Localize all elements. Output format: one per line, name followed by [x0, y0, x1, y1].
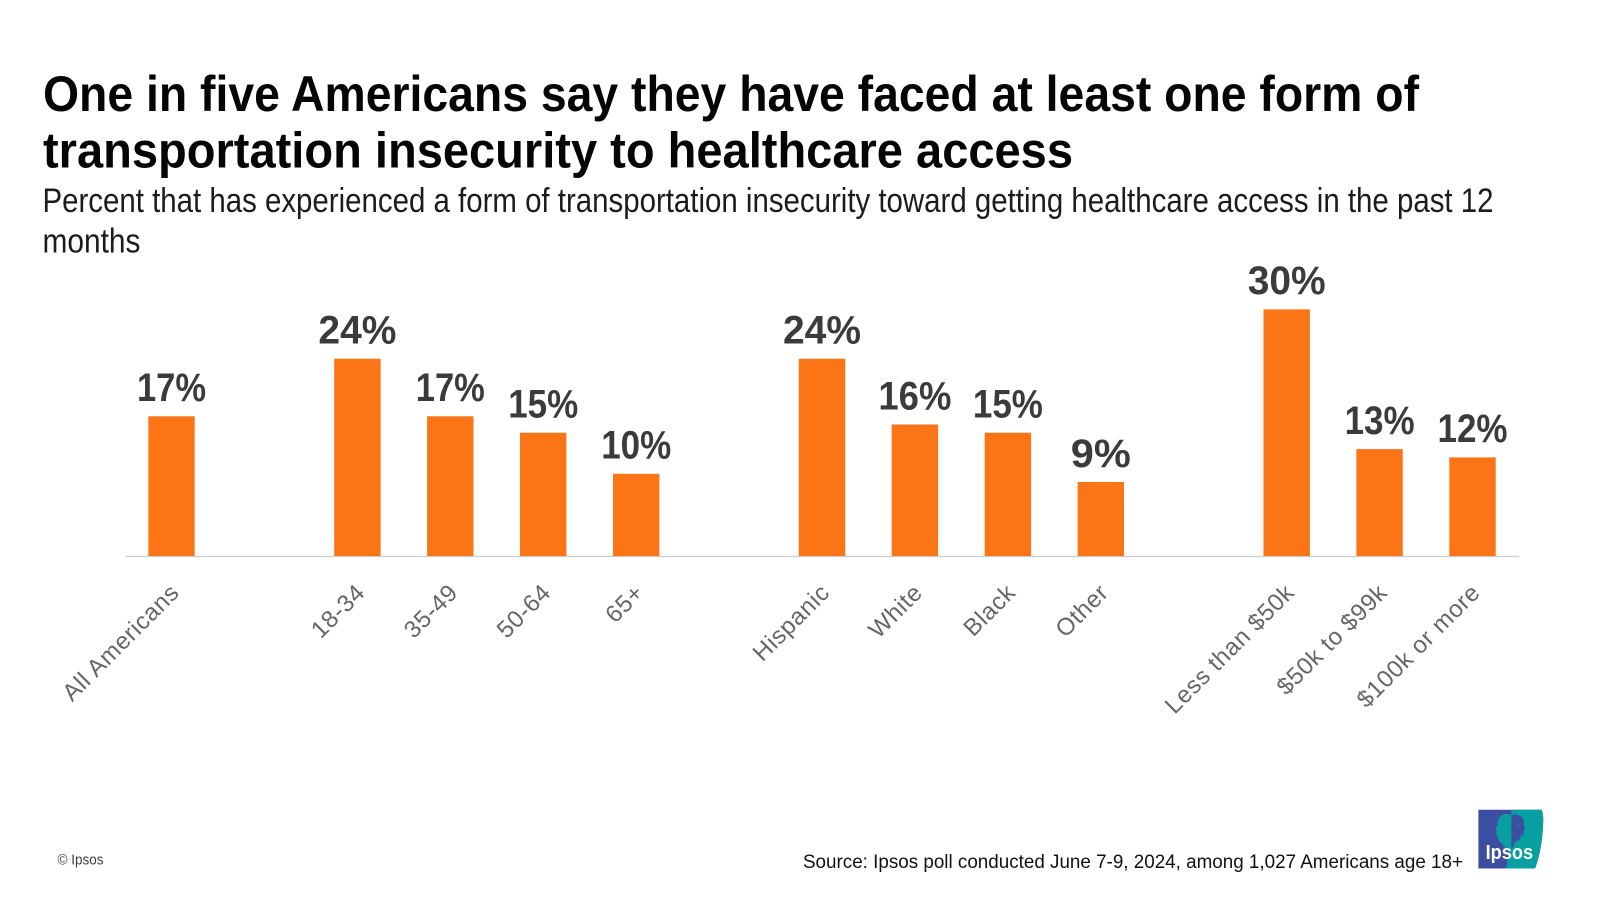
svg-text:24%: 24%	[318, 309, 396, 353]
svg-text:24%: 24%	[783, 309, 861, 353]
svg-text:15%: 15%	[508, 383, 578, 427]
svg-text:17%: 17%	[137, 366, 206, 410]
svg-text:One in five Americans say they: One in five Americans say they have face…	[43, 66, 1419, 122]
svg-text:© Ipsos: © Ipsos	[58, 853, 104, 869]
svg-text:13%: 13%	[1345, 399, 1415, 443]
svg-text:transportation insecurity to h: transportation insecurity to healthcare …	[43, 122, 1073, 178]
svg-text:16%: 16%	[878, 374, 951, 418]
svg-text:Source: Ipsos poll conducted J: Source: Ipsos poll conducted June 7-9, 2…	[803, 851, 1463, 873]
svg-text:9%: 9%	[1071, 432, 1131, 476]
svg-text:17%: 17%	[416, 366, 485, 410]
svg-text:months: months	[43, 223, 141, 261]
svg-text:30%: 30%	[1248, 259, 1326, 303]
svg-text:12%: 12%	[1438, 407, 1508, 451]
svg-text:10%: 10%	[601, 424, 671, 468]
svg-text:15%: 15%	[973, 383, 1043, 427]
svg-text:Ipsos: Ipsos	[1486, 842, 1534, 864]
svg-text:Percent that has experienced a: Percent that has experienced a form of t…	[43, 182, 1494, 220]
